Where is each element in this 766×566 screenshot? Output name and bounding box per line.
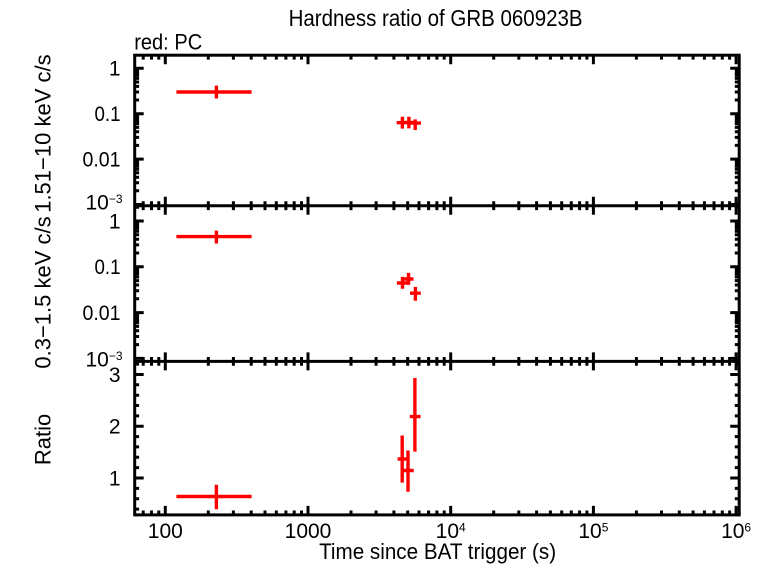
svg-text:0.3−1.5 keV c/s: 0.3−1.5 keV c/s — [31, 216, 56, 368]
svg-text:1000: 1000 — [285, 520, 332, 543]
svg-text:106: 106 — [721, 520, 751, 543]
svg-text:1: 1 — [109, 467, 121, 490]
svg-text:Ratio: Ratio — [31, 414, 56, 465]
svg-text:104: 104 — [436, 520, 466, 543]
svg-text:1: 1 — [109, 58, 121, 81]
svg-text:0.1: 0.1 — [95, 103, 121, 126]
svg-text:1: 1 — [109, 210, 121, 233]
svg-text:0.1: 0.1 — [95, 256, 121, 279]
svg-text:red: PC: red: PC — [134, 30, 202, 55]
svg-text:2: 2 — [109, 416, 121, 439]
svg-text:Time since BAT trigger (s): Time since BAT trigger (s) — [319, 539, 556, 564]
svg-text:Hardness ratio of GRB 060923B: Hardness ratio of GRB 060923B — [289, 5, 583, 31]
svg-text:3: 3 — [109, 364, 121, 387]
svg-text:0.01: 0.01 — [83, 148, 121, 171]
svg-text:105: 105 — [578, 520, 608, 543]
svg-text:1.51−10 keV c/s: 1.51−10 keV c/s — [31, 54, 56, 212]
svg-text:0.01: 0.01 — [83, 302, 121, 325]
svg-text:100: 100 — [148, 520, 183, 543]
